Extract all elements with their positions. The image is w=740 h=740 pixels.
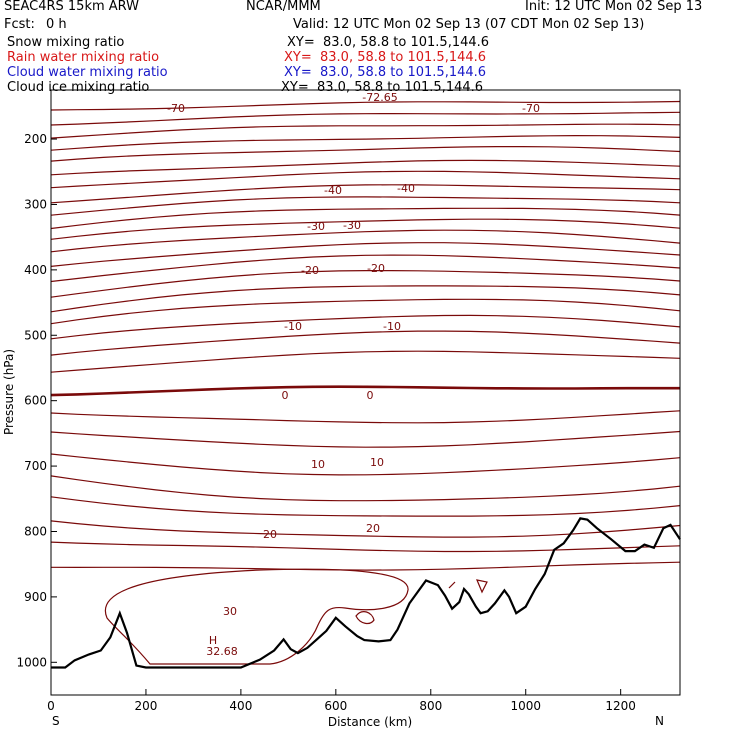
contour-label: -20 bbox=[301, 264, 319, 277]
isotherm-line bbox=[50, 229, 681, 253]
max-marker: H bbox=[209, 634, 217, 647]
contour-label: -70 bbox=[167, 102, 185, 115]
isotherm-line bbox=[50, 207, 681, 230]
isotherm-line bbox=[50, 196, 681, 216]
contour-label: 10 bbox=[311, 458, 325, 471]
y-tick-label: 800 bbox=[24, 524, 47, 538]
contour-label: -40 bbox=[397, 182, 415, 195]
contour-blob bbox=[355, 611, 375, 625]
isotherm-line bbox=[50, 184, 681, 204]
org-label: NCAR/MMM bbox=[246, 0, 321, 14]
contour-label: -20 bbox=[367, 262, 385, 275]
isotherm-line bbox=[50, 111, 681, 126]
x-axis-right-end: N bbox=[655, 714, 664, 728]
isotherm-line bbox=[50, 254, 681, 283]
contour-label: 20 bbox=[263, 528, 277, 541]
isotherm-line bbox=[50, 561, 681, 571]
isotherm-line bbox=[50, 298, 681, 325]
x-tick-label: 1200 bbox=[605, 699, 636, 713]
contour-label: 0 bbox=[367, 389, 374, 402]
plot-frame bbox=[50, 89, 681, 696]
x-axis-label: Distance (km) bbox=[328, 715, 412, 729]
init-time: Init: 12 UTC Mon 02 Sep 13 bbox=[525, 0, 703, 14]
x-tick-label: 800 bbox=[419, 699, 442, 713]
valid-time: Valid: 12 UTC Mon 02 Sep 13 (07 CDT Mon … bbox=[293, 17, 645, 32]
isotherm-line bbox=[50, 134, 681, 151]
isotherm-line bbox=[50, 385, 680, 397]
isotherm-line bbox=[50, 520, 681, 538]
x-tick-label: 0 bbox=[47, 699, 55, 713]
field-xy-snow: XY= 83.0, 58.8 to 101.5,144.6 bbox=[287, 35, 490, 50]
isotherm-line bbox=[50, 541, 681, 553]
forecast-label: Fcst: bbox=[4, 17, 35, 32]
contour-blob bbox=[448, 581, 456, 589]
y-axis-label: Pressure (hPa) bbox=[2, 349, 16, 435]
terrain-line bbox=[51, 517, 681, 669]
max-value: 32.68 bbox=[206, 645, 238, 658]
field-name-snow: Snow mixing ratio bbox=[7, 35, 125, 50]
isotherm-line bbox=[50, 270, 681, 298]
isotherm-line bbox=[50, 350, 681, 373]
y-tick-label: 900 bbox=[24, 590, 47, 604]
isotherm-line bbox=[50, 496, 681, 517]
model-title: SEAC4RS 15km ARW bbox=[4, 0, 140, 14]
y-tick-label: 500 bbox=[24, 328, 47, 342]
contour-label: 10 bbox=[370, 456, 384, 469]
isotherm-line bbox=[50, 330, 681, 356]
field-xy-cloud-water: XY= 83.0, 58.8 to 101.5,144.6 bbox=[284, 65, 487, 80]
y-tick-label: 600 bbox=[24, 394, 47, 408]
isotherm-line bbox=[50, 453, 681, 476]
contour-label: 20 bbox=[366, 522, 380, 535]
isotherm-line bbox=[50, 314, 681, 340]
contour-label: 30 bbox=[223, 605, 237, 618]
x-tick-label: 200 bbox=[134, 699, 157, 713]
isotherm-line bbox=[50, 285, 681, 313]
contour-blob bbox=[476, 579, 488, 594]
isotherm-line bbox=[50, 123, 681, 139]
y-tick-label: 400 bbox=[24, 263, 47, 277]
y-tick-label: 200 bbox=[24, 132, 47, 146]
y-tick-label: 700 bbox=[24, 459, 47, 473]
contour-label: -30 bbox=[343, 219, 361, 232]
field-name-cloud-water: Cloud water mixing ratio bbox=[7, 65, 168, 80]
field-xy-rain: XY= 83.0, 58.8 to 101.5,144.6 bbox=[284, 50, 487, 65]
isotherm-line bbox=[50, 475, 681, 502]
contour-30-closed bbox=[104, 568, 409, 665]
contour-label: -40 bbox=[324, 184, 342, 197]
x-tick-label: 400 bbox=[229, 699, 252, 713]
forecast-value: 0 h bbox=[46, 17, 67, 32]
contour-label: -72.65 bbox=[362, 91, 397, 104]
isotherm-line bbox=[50, 170, 681, 189]
isotherm-line bbox=[50, 242, 681, 267]
isotherm-line bbox=[50, 100, 681, 111]
contour-label: -30 bbox=[307, 220, 325, 233]
x-axis-left-end: S bbox=[52, 714, 60, 728]
contour-label: -10 bbox=[284, 320, 302, 333]
isotherm-line bbox=[50, 430, 681, 448]
y-tick-label: 300 bbox=[24, 197, 47, 211]
contour-label: -70 bbox=[522, 102, 540, 115]
isotherm-line bbox=[50, 146, 681, 162]
field-xy-cloud-ice: XY= 83.0, 58.8 to 101.5,144.6 bbox=[281, 80, 484, 95]
x-tick-label: 600 bbox=[324, 699, 347, 713]
field-name-cloud-ice: Cloud ice mixing ratio bbox=[7, 80, 150, 95]
contour-label: 0 bbox=[282, 389, 289, 402]
isotherm-line bbox=[50, 410, 681, 424]
isotherm-line bbox=[50, 159, 681, 176]
contour-label: -10 bbox=[383, 320, 401, 333]
field-name-rain: Rain water mixing ratio bbox=[7, 50, 160, 65]
y-tick-label: 1000 bbox=[16, 655, 47, 669]
temperature-contours bbox=[50, 100, 681, 665]
isotherm-line bbox=[50, 218, 681, 240]
x-tick-label: 1000 bbox=[510, 699, 541, 713]
